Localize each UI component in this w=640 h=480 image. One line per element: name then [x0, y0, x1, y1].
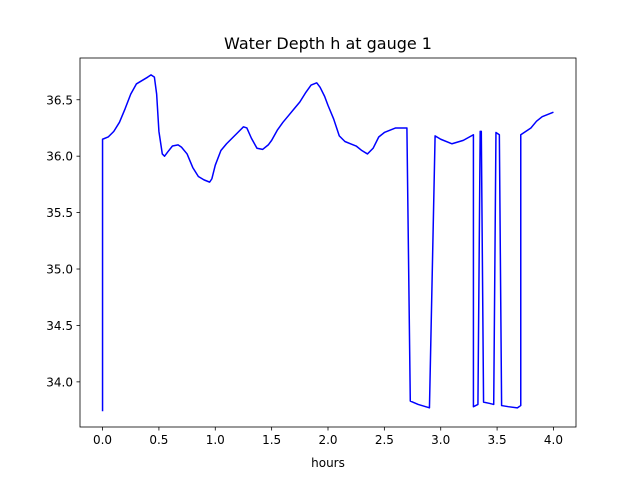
plot-area — [101, 74, 554, 412]
y-tick-label: 36.0 — [46, 150, 73, 164]
x-tick-label: 2.5 — [375, 433, 394, 447]
x-axis-label: hours — [311, 456, 345, 470]
x-tick-label: 2.0 — [318, 433, 337, 447]
x-tick-label: 4.0 — [544, 433, 563, 447]
chart-title: Water Depth h at gauge 1 — [224, 34, 432, 53]
x-tick-label: 1.5 — [262, 433, 281, 447]
y-tick-label: 34.5 — [46, 319, 73, 333]
x-tick-label: 3.5 — [488, 433, 507, 447]
x-tick-label: 3.0 — [431, 433, 450, 447]
y-tick-label: 34.0 — [46, 375, 73, 389]
x-tick-label: 0.5 — [149, 433, 168, 447]
x-tick-label: 1.0 — [206, 433, 225, 447]
x-tick-label: 0.0 — [93, 433, 112, 447]
series-line-0 — [101, 74, 554, 412]
y-tick-label: 35.0 — [46, 263, 73, 277]
y-tick-label: 36.5 — [46, 93, 73, 107]
y-tick-label: 35.5 — [46, 206, 73, 220]
axes: 0.0 0.5 1.0 1.5 2.0 2.5 3.0 3.5 4.0 34.0 34.5 35.0 3… — [46, 57, 577, 447]
